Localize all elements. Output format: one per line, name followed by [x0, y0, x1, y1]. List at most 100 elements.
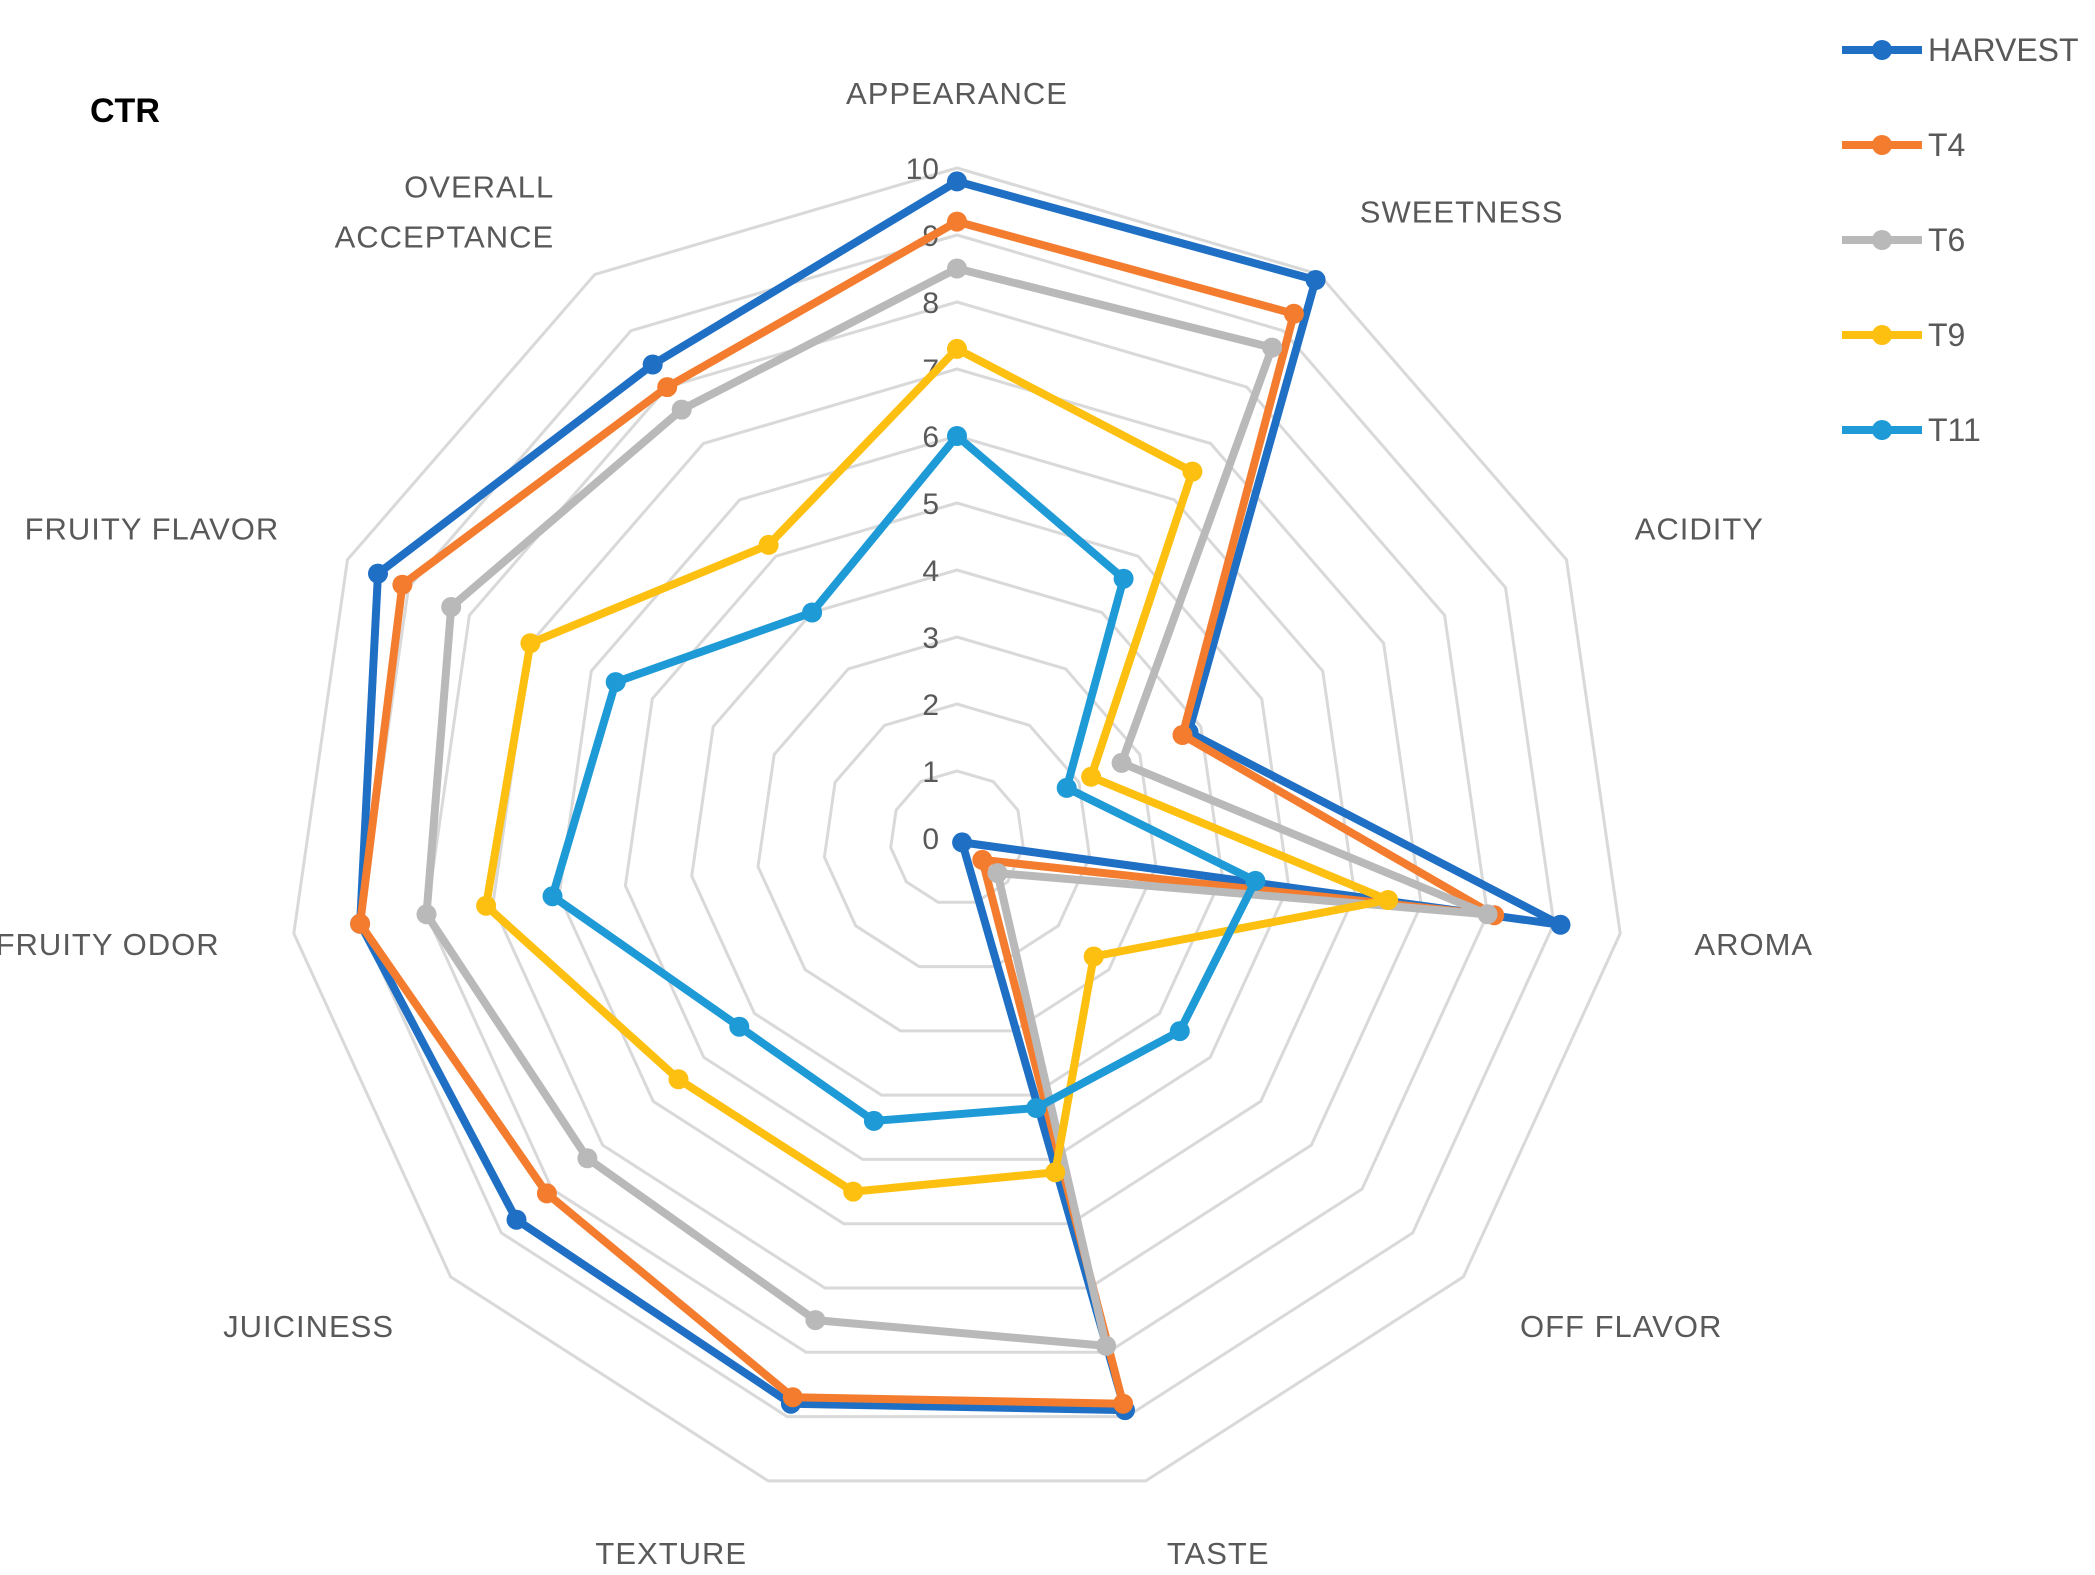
- data-point-t9: [1083, 946, 1104, 967]
- data-point-harvest: [1550, 914, 1571, 935]
- legend-item-t11: T11: [1842, 412, 1981, 448]
- grid-ring-8: [424, 300, 1490, 1354]
- legend: HARVEST T4 T6 T9 T11: [1842, 32, 2079, 448]
- data-point-t4: [536, 1183, 557, 1204]
- data-point-t4: [1172, 725, 1193, 745]
- tick-label: 0: [922, 823, 939, 856]
- series-line-t11: [548, 432, 1260, 1125]
- data-point-t4: [1283, 303, 1304, 324]
- legend-marker: [1872, 420, 1892, 440]
- data-point-t4: [350, 913, 371, 934]
- data-point-t6: [1096, 1335, 1117, 1356]
- data-point-harvest: [506, 1209, 527, 1230]
- data-point-t11: [729, 1016, 750, 1037]
- category-axis-labels: APPEARANCE SWEETNESS ACIDITY AROMA OFF FLAVO…: [0, 76, 1813, 1571]
- legend-item-harvest: HARVEST: [1842, 32, 2079, 68]
- legend-label: T11: [1928, 412, 1981, 448]
- data-point-t6: [416, 904, 437, 925]
- grid-ring-1: [889, 769, 1025, 904]
- data-point-t4: [657, 377, 678, 398]
- data-point-harvest: [368, 563, 388, 584]
- data-point-t4: [972, 849, 993, 870]
- tick-label: 2: [922, 689, 939, 722]
- grid-ring-6: [557, 434, 1357, 1226]
- legend-label: HARVEST: [1928, 32, 2079, 68]
- data-point-t9: [1045, 1162, 1066, 1183]
- axis-label-acidity: ACIDITY: [1635, 512, 1764, 547]
- grid-ring-4: [690, 568, 1224, 1097]
- legend-marker: [1872, 40, 1892, 60]
- data-point-t11: [1113, 568, 1134, 589]
- data-point-t6: [1262, 337, 1283, 358]
- axis-label-taste: TASTE: [1167, 1536, 1270, 1571]
- legend-marker: [1872, 135, 1892, 155]
- legend-item-t6: T6: [1842, 222, 1965, 258]
- axis-label-sweetness: SWEETNESS: [1360, 194, 1564, 229]
- legend-marker: [1872, 325, 1892, 345]
- legend-label: T4: [1928, 127, 1965, 163]
- data-point-t11: [605, 672, 626, 693]
- data-point-t6: [1477, 904, 1498, 925]
- data-point-t9: [843, 1181, 864, 1202]
- axis-label-fruity-odor: FRUITY ODOR: [0, 927, 220, 962]
- series-t9: [476, 338, 1399, 1202]
- data-point-t11: [1169, 1021, 1190, 1042]
- data-point-t11: [863, 1110, 884, 1131]
- axis-label-fruity-flavor: FRUITY FLAVOR: [25, 512, 280, 547]
- data-point-t4: [1113, 1393, 1134, 1414]
- tick-label: 8: [922, 287, 939, 320]
- tick-label: 5: [922, 488, 939, 521]
- data-point-t6: [671, 399, 692, 420]
- data-point-t9: [947, 338, 967, 359]
- radar-grid: [292, 166, 1622, 1483]
- axis-label-texture: TEXTURE: [595, 1536, 747, 1571]
- chart-title: CTR: [90, 92, 160, 130]
- grid-ring-5: [623, 501, 1291, 1161]
- data-point-t6: [1111, 752, 1132, 773]
- data-point-t6: [805, 1310, 826, 1331]
- data-point-t6: [577, 1148, 598, 1169]
- data-point-t11: [802, 602, 823, 623]
- data-point-t11: [1245, 870, 1266, 891]
- grid-ring-9: [358, 233, 1556, 1419]
- data-point-t6: [441, 597, 462, 617]
- data-series: [350, 171, 1571, 1421]
- data-point-t11: [947, 426, 967, 446]
- data-point-t6: [987, 863, 1008, 884]
- data-point-t11: [542, 886, 563, 907]
- data-point-t6: [947, 258, 967, 279]
- data-point-t9: [520, 633, 541, 654]
- series-t4: [350, 211, 1505, 1414]
- legend-item-t4: T4: [1842, 127, 1965, 163]
- data-point-t9: [1378, 890, 1399, 910]
- tick-label: 4: [922, 555, 939, 588]
- axis-label-appearance: APPEARANCE: [846, 76, 1068, 111]
- axis-label-off-flavor: OFF FLAVOR: [1520, 1309, 1722, 1344]
- data-point-t9: [668, 1069, 689, 1090]
- tick-label: 10: [906, 153, 939, 186]
- series-t6: [416, 258, 1498, 1356]
- data-point-t9: [1081, 766, 1102, 787]
- series-line-t6: [422, 264, 1492, 1350]
- tick-label: 3: [922, 622, 939, 655]
- data-point-t9: [476, 895, 497, 916]
- tick-label: 1: [922, 756, 939, 789]
- data-point-t4: [392, 574, 413, 595]
- axis-label-overall-acceptance: OVERALL: [404, 169, 554, 204]
- legend-label: T9: [1928, 317, 1965, 353]
- data-point-harvest: [947, 171, 967, 192]
- grid-ring-7: [491, 367, 1423, 1290]
- data-point-t9: [758, 534, 779, 555]
- data-point-harvest: [642, 354, 663, 375]
- grid-ring-10: [292, 166, 1622, 1483]
- tick-label: 6: [922, 421, 939, 454]
- axis-label-aroma: AROMA: [1694, 927, 1813, 962]
- legend-label: T6: [1928, 222, 1965, 258]
- data-point-t4: [782, 1387, 803, 1408]
- series-line-t9: [482, 344, 1393, 1196]
- series-line-t4: [356, 217, 1499, 1408]
- series-line-harvest: [356, 177, 1565, 1415]
- series-t11: [542, 426, 1266, 1131]
